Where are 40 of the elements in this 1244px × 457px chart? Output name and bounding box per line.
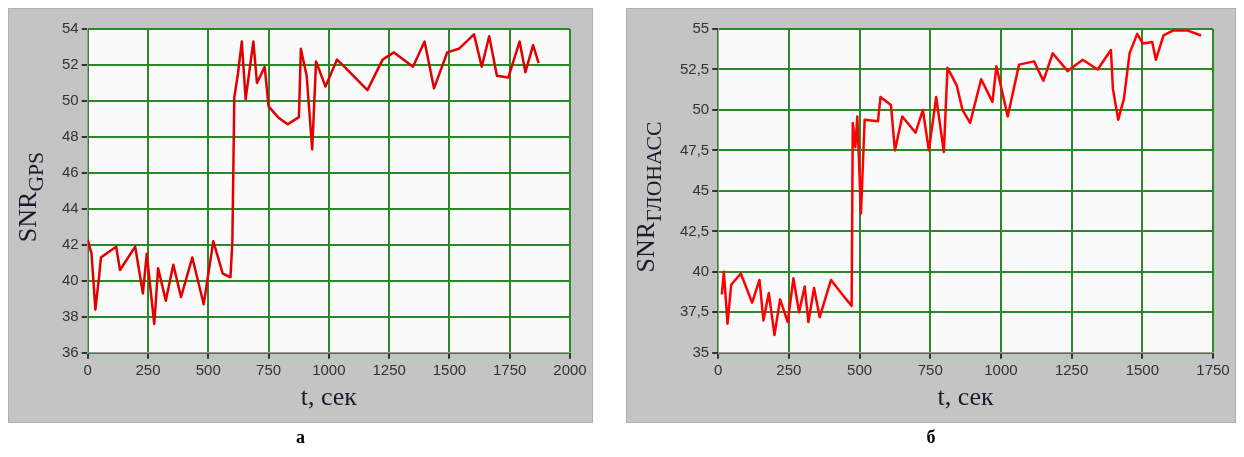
x-tick-label: 1750 bbox=[493, 360, 527, 378]
x-tick-label: 1250 bbox=[1054, 360, 1089, 378]
y-tick-label: 40 bbox=[692, 261, 710, 279]
y-tick-label: 44 bbox=[62, 199, 79, 217]
y-tick-label: 50 bbox=[62, 91, 79, 109]
y-tick-label: 52,5 bbox=[679, 59, 710, 77]
x-tick-label: 1500 bbox=[432, 360, 467, 378]
y-tick-label: 42,5 bbox=[679, 221, 710, 239]
y-tick-label: 37,5 bbox=[679, 302, 710, 320]
x-tick-label: 750 bbox=[256, 360, 282, 378]
y-tick-label: 52 bbox=[62, 55, 79, 73]
y-tick-label: 54 bbox=[62, 19, 79, 37]
x-tick-label: 500 bbox=[847, 360, 873, 378]
y-tick-label: 47,5 bbox=[679, 140, 710, 158]
text: б bbox=[925, 427, 937, 448]
x-tick-label: 1750 bbox=[1196, 360, 1230, 378]
y-tick-label: 50 bbox=[692, 100, 710, 118]
x-tick-label: 0 bbox=[714, 360, 723, 378]
x-tick-label: 1500 bbox=[1125, 360, 1159, 378]
x-tick-label: 0 bbox=[83, 360, 92, 378]
x-tick-label: 1000 bbox=[984, 360, 1018, 378]
x-tick-label: 1000 bbox=[312, 360, 346, 378]
y-tick-label: 38 bbox=[62, 306, 79, 324]
x-tick-label: 2000 bbox=[553, 360, 587, 378]
y-tick-label: 42 bbox=[62, 235, 79, 253]
x-tick-label: 250 bbox=[135, 360, 161, 378]
y-tick-label: 48 bbox=[62, 127, 79, 145]
y-tick-label: 36 bbox=[62, 342, 79, 360]
x-axis-title: t, сек bbox=[937, 382, 995, 412]
y-tick-label: 46 bbox=[62, 163, 79, 181]
y-tick-label: 45 bbox=[692, 181, 710, 199]
x-axis-title: t, сек bbox=[300, 382, 358, 412]
y-tick-label: 55 bbox=[692, 19, 710, 37]
x-tick-label: 750 bbox=[917, 360, 943, 378]
x-tick-label: 500 bbox=[195, 360, 221, 378]
x-tick-label: 1250 bbox=[372, 360, 406, 378]
y-tick-label: 40 bbox=[62, 270, 79, 288]
text: а bbox=[295, 427, 306, 448]
x-tick-label: 250 bbox=[776, 360, 802, 378]
y-tick-label: 35 bbox=[692, 342, 710, 360]
